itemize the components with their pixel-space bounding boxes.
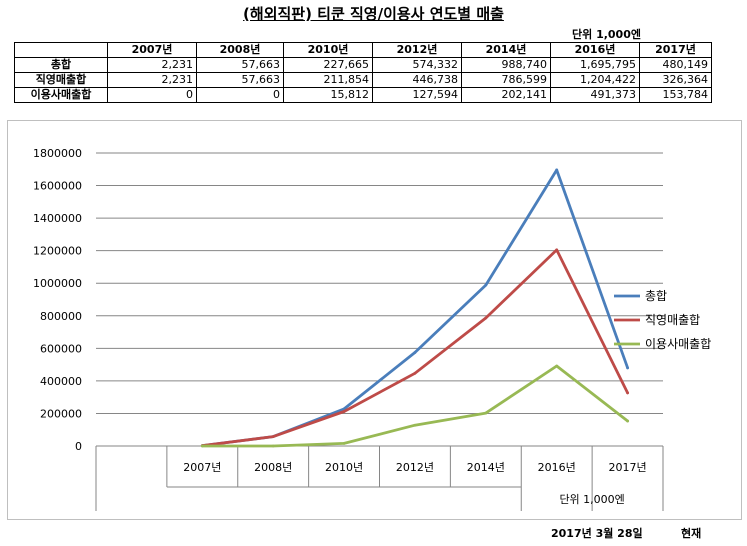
- table-header-row: 2007년 2008년 2010년 2012년 2014년 2016년 2017…: [14, 42, 712, 58]
- data-point: [626, 419, 629, 423]
- data-point: [555, 248, 559, 252]
- series-line: [200, 248, 629, 448]
- series-line: [200, 364, 629, 448]
- table-cell: 57,663: [196, 72, 284, 88]
- table-col-header: 2014년: [461, 42, 551, 58]
- table-corner-cell: [14, 42, 108, 58]
- data-point: [342, 442, 346, 445]
- table-cell: 227,665: [283, 57, 373, 73]
- line-chart: 0 200000 400000 600000 800000 1000000 1200000 1…: [33, 147, 711, 511]
- table-cell: 988,740: [461, 57, 551, 73]
- table-cell: 0: [107, 87, 197, 103]
- table-col-header: 2012년: [372, 42, 462, 58]
- y-tick-label: 200000: [40, 407, 82, 420]
- legend-label: 이용사매출합: [645, 337, 711, 351]
- table-row: 총합 2,231 57,663 227,665 574,332 988,740 …: [14, 57, 712, 73]
- data-point: [484, 316, 488, 320]
- table-row: 이용사매출합 0 0 15,812 127,594 202,141 491,37…: [14, 87, 712, 103]
- table-row: 직영매출합 2,231 57,663 211,854 446,738 786,5…: [14, 72, 712, 88]
- y-tick-label: 1400000: [33, 212, 82, 225]
- sheet-title: (해외직판) 티쿤 직영/이용사 연도별 매출: [243, 5, 504, 23]
- table-cell: 480,149: [639, 57, 712, 73]
- table-cell: 211,854: [283, 72, 373, 88]
- series-line: [200, 168, 629, 448]
- table-col-header: 2016년: [550, 42, 640, 58]
- footer-suffix: 현재: [681, 527, 702, 540]
- y-tick-label: 1600000: [33, 180, 82, 193]
- data-point: [413, 371, 417, 375]
- data-point: [271, 435, 275, 439]
- table-cell: 1,695,795: [550, 57, 640, 73]
- legend-label: 직영매출합: [645, 313, 700, 327]
- x-tick-label: 2017년: [609, 461, 647, 474]
- footer-date: 2017년 3월 28일: [551, 527, 643, 540]
- table-cell: 127,594: [372, 87, 462, 103]
- y-tick-label: 1000000: [33, 277, 82, 290]
- table-cell: 57,663: [196, 57, 284, 73]
- table-col-header: 2008년: [196, 42, 284, 58]
- table-cell: 0: [196, 87, 284, 103]
- table-cell: 786,599: [461, 72, 551, 88]
- table-cell: 153,784: [639, 87, 712, 103]
- table-col-header: 2007년: [107, 42, 197, 58]
- table-cell: 2,231: [107, 57, 197, 73]
- x-tick-label: 2007년: [183, 461, 221, 474]
- data-point: [555, 364, 559, 368]
- table-cell: 2,231: [107, 72, 197, 88]
- table-cell: 202,141: [461, 87, 551, 103]
- data-point: [271, 444, 275, 448]
- table-cell: 15,812: [283, 87, 373, 103]
- data-point: [626, 391, 629, 395]
- data-point: [342, 410, 346, 413]
- data-point: [413, 351, 417, 354]
- row-label: 총합: [14, 57, 108, 73]
- data-point: [413, 423, 417, 427]
- y-tick-label: 0: [75, 440, 82, 453]
- data-point: [626, 366, 629, 370]
- row-label: 직영매출합: [14, 72, 108, 88]
- data-point: [484, 283, 488, 287]
- x-tick-label: 2016년: [538, 461, 576, 474]
- sales-table: 2007년 2008년 2010년 2012년 2014년 2016년 2017…: [14, 42, 712, 103]
- table-col-header: 2010년: [283, 42, 373, 58]
- x-tick-label: 2008년: [254, 461, 292, 474]
- table-col-header: 2017년: [639, 42, 712, 58]
- table-cell: 326,364: [639, 72, 712, 88]
- y-tick-label: 800000: [40, 310, 82, 323]
- y-tick-label: 600000: [40, 342, 82, 355]
- x-tick-label: 2012년: [396, 461, 434, 474]
- table-cell: 491,373: [550, 87, 640, 103]
- data-point: [555, 168, 559, 172]
- y-tick-label: 1200000: [33, 245, 82, 258]
- row-label: 이용사매출합: [14, 87, 108, 103]
- table-cell: 446,738: [372, 72, 462, 88]
- x-tick-label: 2014년: [467, 461, 505, 474]
- y-tick-label: 1800000: [33, 147, 82, 160]
- data-point: [200, 444, 204, 448]
- legend-label: 총합: [645, 289, 667, 303]
- x-axis-label: 단위 1,000엔: [559, 493, 624, 506]
- table-cell: 574,332: [372, 57, 462, 73]
- unit-label: 단위 1,000엔: [572, 28, 641, 41]
- table-cell: 1,204,422: [550, 72, 640, 88]
- x-tick-label: 2010년: [325, 461, 363, 474]
- data-point: [484, 411, 488, 415]
- y-tick-label: 400000: [40, 375, 82, 388]
- chart-area[interactable]: 0 200000 400000 600000 800000 1000000 1200000 1…: [7, 120, 742, 520]
